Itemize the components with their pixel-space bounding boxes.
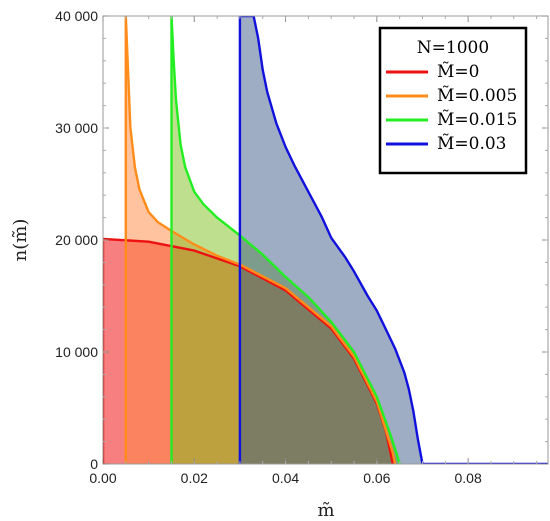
legend: N=1000 M̃=0 M̃=0.005 M̃=0.015 M̃=0.03 [378,26,528,175]
area-fill-3 [239,16,423,464]
legend-title: N=1000 [417,38,489,58]
legend-entry-0: M̃=0 [437,62,479,82]
x-tick-label: 0.02 [181,470,208,486]
y-tick-label: 40 000 [55,8,98,24]
x-tick-label: 0.06 [363,470,390,486]
x-tick-label: 0.04 [272,470,299,486]
line-layer [103,16,548,464]
legend-box [378,26,528,175]
y-tick-label: 20 000 [55,232,98,248]
legend-entry-2: M̃=0.015 [437,110,517,130]
legend-entry-1: M̃=0.005 [437,86,517,106]
y-tick-label: 30 000 [55,120,98,136]
y-axis-label: n(m̃) [10,219,31,262]
series-line-1 [124,16,397,464]
y-tick-label: 0 [90,456,98,472]
legend-entry-3: M̃=0.03 [437,134,507,154]
fill-layer [103,16,423,464]
x-tick-label: 0.00 [89,470,116,486]
series-line-3 [238,16,424,464]
x-axis-label: m̃ [317,500,334,521]
x-tick-label: 0.08 [455,470,482,486]
y-tick-label: 10 000 [55,344,98,360]
tick-layer: 0.00 0.02 0.04 0.06 0.08 0 10 000 20 000 30 000 4… [55,8,548,486]
